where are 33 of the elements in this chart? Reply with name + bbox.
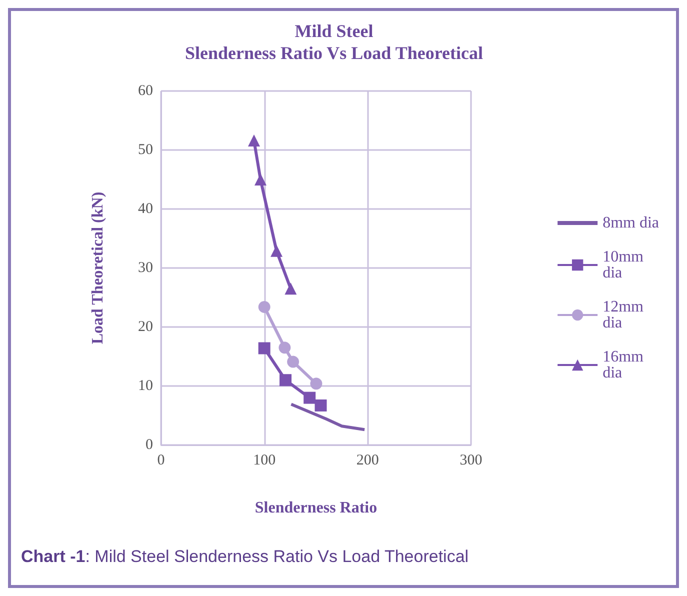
y-tick-label: 40 <box>138 201 153 217</box>
text: Chart -1: Mild Steel Slenderness Ratio Vs Load Theoretical <box>21 547 469 566</box>
legend-label: 8mm dia <box>602 214 659 232</box>
legend-label: 12mm dia <box>602 298 648 332</box>
point <box>304 392 316 404</box>
point <box>270 244 283 257</box>
chart-subtitle: Slenderness Ratio Vs Load Theoretical <box>184 43 484 63</box>
x-tick-label: 0 <box>157 452 165 468</box>
point <box>258 300 270 313</box>
line-series <box>290 402 366 432</box>
point <box>248 134 260 147</box>
y-tick-label: 50 <box>138 142 153 158</box>
y-tick-label: 20 <box>138 319 153 335</box>
point <box>310 378 322 390</box>
y-axis-title: Load Theoretical (kN) <box>90 192 106 344</box>
point <box>287 356 300 368</box>
legend-label: 10mm dia <box>602 248 648 282</box>
y-tick-label: 10 <box>138 378 153 394</box>
point <box>280 374 292 386</box>
x-tick-label: 300 <box>460 452 482 468</box>
point <box>258 342 270 354</box>
y-tick-label: 30 <box>138 260 153 276</box>
x-tick-label: 100 <box>253 452 276 468</box>
legend-label: 16mm dia <box>602 348 648 382</box>
x-tick-label: 200 <box>356 452 379 468</box>
y-tick-label: 60 <box>138 83 153 99</box>
y-tick-label: 0 <box>146 437 153 453</box>
x-axis-title: Slenderness Ratio <box>254 500 378 516</box>
point <box>278 342 291 354</box>
point <box>284 282 297 295</box>
chart-title: Mild Steel <box>294 21 374 41</box>
point <box>314 399 327 412</box>
point <box>254 174 267 186</box>
